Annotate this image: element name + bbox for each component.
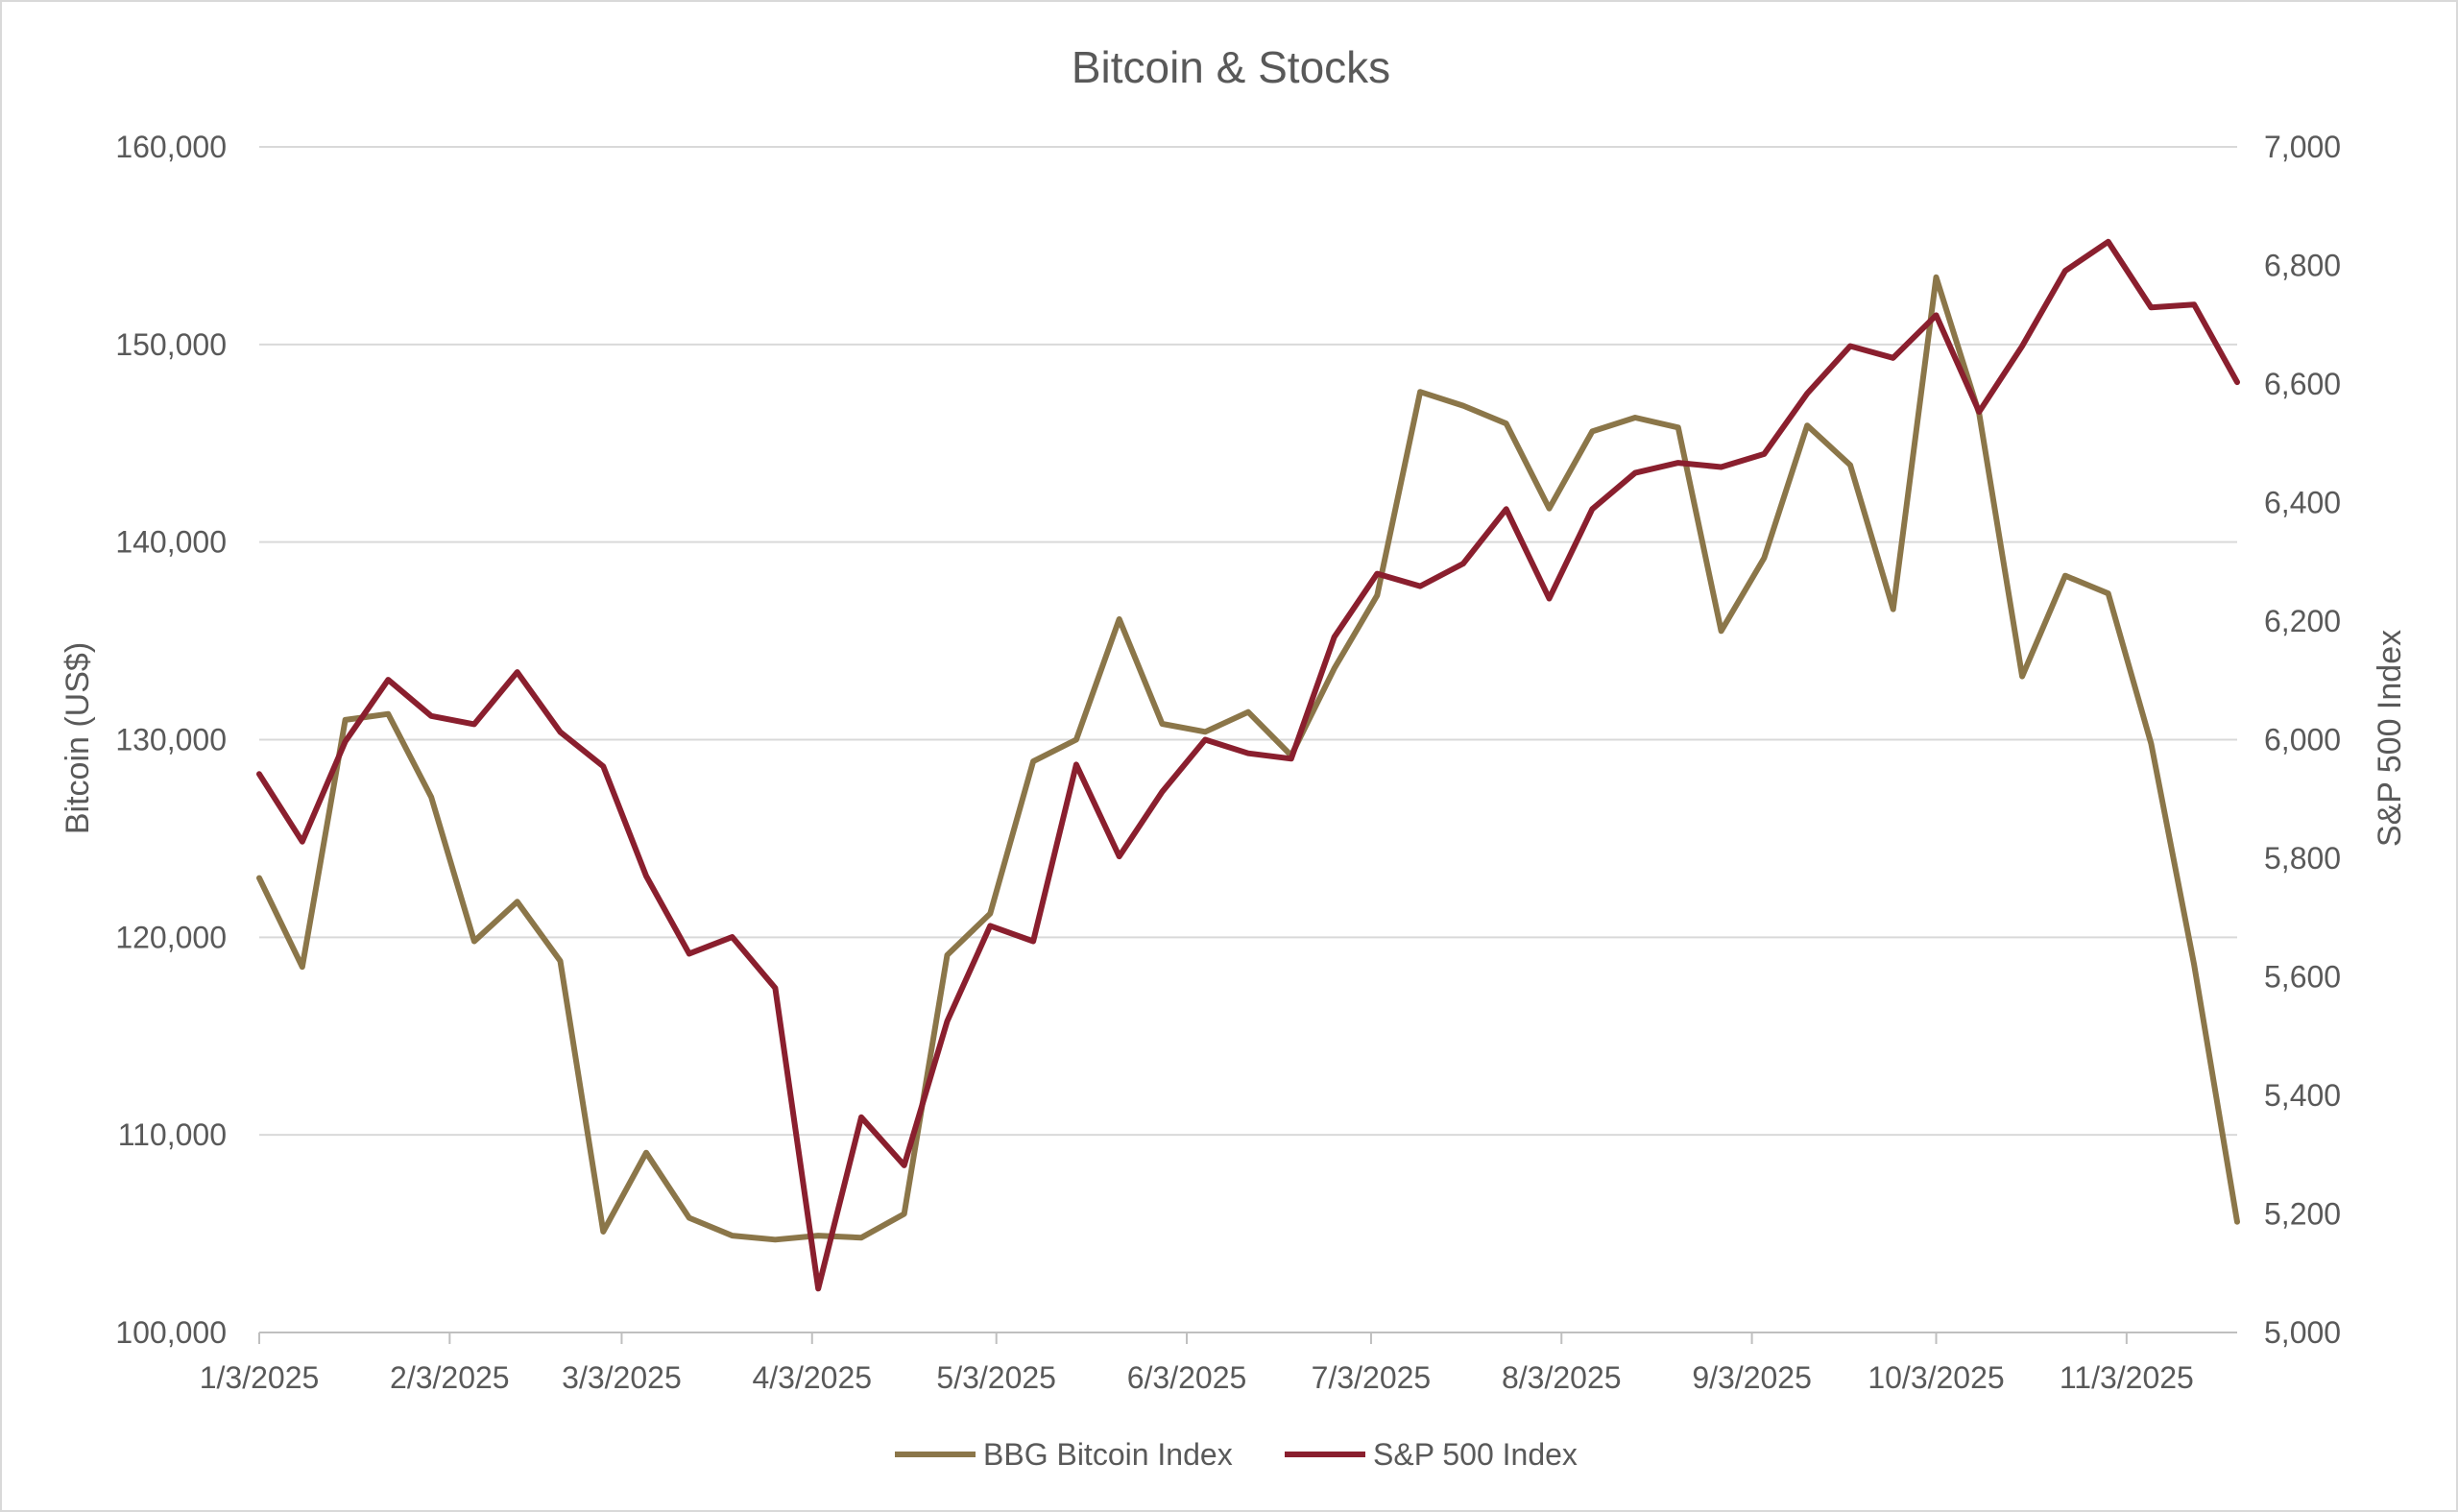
series-line-bitcoin xyxy=(256,274,2240,1243)
right-tick-label: 6,200 xyxy=(2264,604,2341,638)
x-tick-label: 3/3/2025 xyxy=(562,1360,682,1395)
right-tick-label: 6,800 xyxy=(2264,249,2341,283)
right-tick-label: 6,400 xyxy=(2264,486,2341,520)
right-tick-label: 6,000 xyxy=(2264,723,2341,757)
left-tick-label: 140,000 xyxy=(115,525,227,560)
legend: BBG Bitcoin Index S&P 500 Index xyxy=(895,1437,1578,1472)
series-layer xyxy=(256,238,2240,1292)
left-tick-label: 100,000 xyxy=(115,1315,227,1350)
left-tick-label: 110,000 xyxy=(118,1117,227,1152)
x-tick-label: 1/3/2025 xyxy=(200,1360,320,1395)
right-tick-label: 5,200 xyxy=(2264,1197,2341,1232)
chart-title: Bitcoin & Stocks xyxy=(1072,42,1390,92)
right-tick-label: 5,800 xyxy=(2264,841,2341,876)
x-tick-label: 5/3/2025 xyxy=(936,1360,1056,1395)
left-tick-label: 130,000 xyxy=(115,723,227,757)
right-axis-ticks: 5,000 5,200 5,400 5,600 5,800 6,000 6,200 6,400… xyxy=(2264,130,2341,1350)
legend-label: BBG Bitcoin Index xyxy=(983,1437,1233,1472)
right-tick-label: 5,400 xyxy=(2264,1078,2341,1113)
x-tick-label: 11/3/2025 xyxy=(2060,1360,2194,1395)
left-tick-label: 120,000 xyxy=(115,920,227,954)
left-tick-label: 160,000 xyxy=(115,130,227,164)
left-axis-ticks: 100,000 110,000 120,000 130,000 140,000 150,0… xyxy=(115,130,227,1350)
x-tick-label: 4/3/2025 xyxy=(752,1360,872,1395)
right-tick-label: 5,000 xyxy=(2264,1315,2341,1350)
right-tick-label: 6,600 xyxy=(2264,367,2341,401)
series-line-sp500 xyxy=(256,238,2240,1292)
x-tick-label: 2/3/2025 xyxy=(390,1360,510,1395)
left-axis-title: Bitcoin (US$) xyxy=(60,642,96,834)
right-tick-label: 5,600 xyxy=(2264,960,2341,995)
right-axis-title: S&P 500 Index xyxy=(2372,630,2408,847)
right-tick-label: 7,000 xyxy=(2264,130,2341,164)
legend-label: S&P 500 Index xyxy=(1373,1437,1578,1472)
x-tick-label: 10/3/2025 xyxy=(1868,1360,2004,1395)
x-tick-label: 6/3/2025 xyxy=(1127,1360,1247,1395)
x-tick-label: 9/3/2025 xyxy=(1692,1360,1812,1395)
left-tick-label: 150,000 xyxy=(115,327,227,362)
x-axis: 1/3/2025 2/3/2025 3/3/2025 4/3/2025 5/3/2025… xyxy=(200,1332,2194,1395)
x-tick-label: 8/3/2025 xyxy=(1502,1360,1622,1395)
x-tick-label: 7/3/2025 xyxy=(1312,1360,1432,1395)
